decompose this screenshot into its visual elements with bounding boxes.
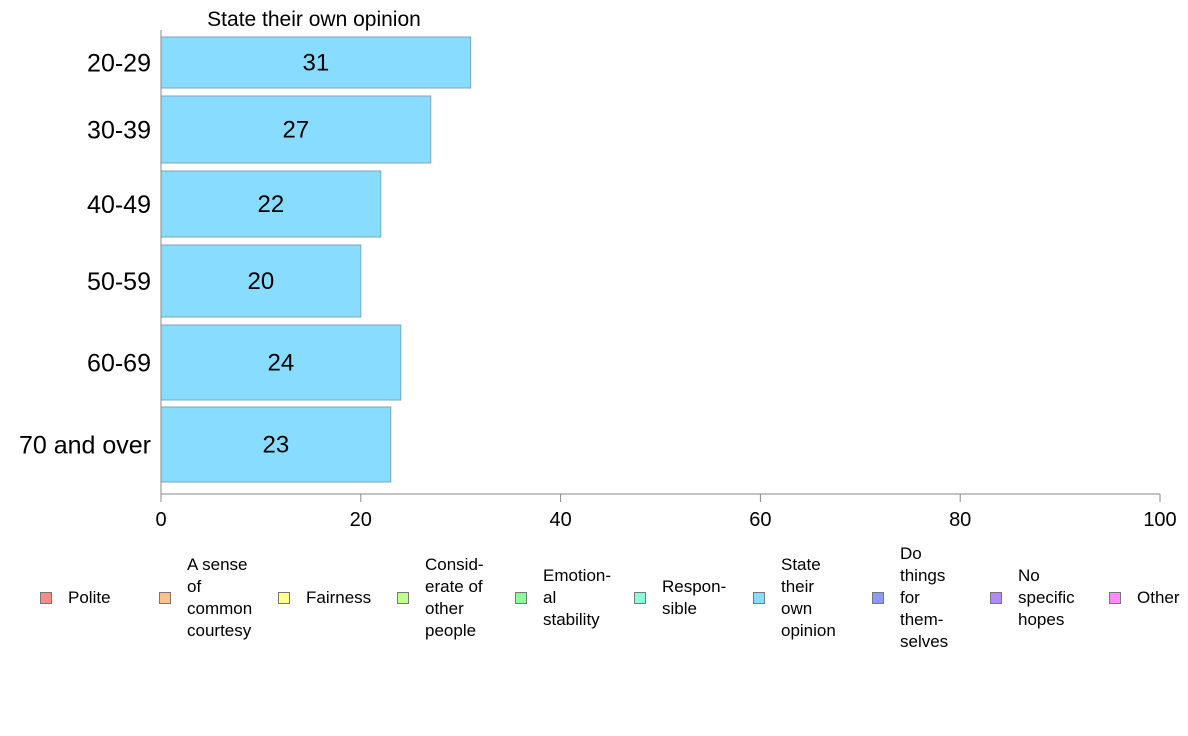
legend-label: A sense of common courtesy — [187, 555, 253, 640]
legend-item: No specific hopes — [990, 565, 1075, 631]
legend-label: Consid- erate of other people — [425, 555, 484, 640]
x-tick-label: 100 — [1143, 509, 1176, 531]
legend-label: State their own opinion — [781, 555, 836, 640]
category-label: 40-49 — [87, 191, 151, 219]
bar-40-49 — [160, 170, 382, 238]
x-tick-label: 80 — [949, 509, 971, 531]
category-label: 50-59 — [87, 268, 151, 296]
data-label: 24 — [268, 350, 295, 377]
legend-item: Do things for them- selves — [872, 543, 948, 653]
legend-item: Emotion- al stability — [515, 565, 611, 631]
legend-swatch — [634, 592, 646, 604]
category-label: 30-39 — [87, 117, 151, 145]
legend-item: A sense of common courtesy — [159, 554, 252, 642]
legend-swatch — [397, 592, 409, 604]
chart-title: State their own opinion — [207, 8, 421, 31]
category-label: 70 and over — [19, 432, 151, 460]
data-label: 27 — [283, 117, 310, 144]
bar-50-59 — [160, 244, 362, 318]
data-label: 31 — [302, 50, 329, 77]
x-tick-label: 20 — [350, 509, 372, 531]
legend-label: Fairness — [306, 588, 372, 607]
legend-item: State their own opinion — [753, 554, 836, 642]
data-label: 22 — [258, 191, 285, 218]
legend-item: Other — [1109, 587, 1180, 609]
legend-swatch — [515, 592, 527, 604]
data-label: 20 — [248, 268, 275, 295]
legend-item: Fairness — [278, 587, 371, 609]
legend-swatch — [159, 592, 171, 604]
legend-item: Consid- erate of other people — [397, 554, 484, 642]
legend-label: Polite — [68, 588, 111, 607]
bar-chart: State their own opinion 31 20-29 27 30-39 22… — [19, 8, 1177, 531]
legend-swatch — [1109, 592, 1121, 604]
category-label: 20-29 — [87, 50, 151, 78]
legend-swatch — [278, 592, 290, 604]
category-label: 60-69 — [87, 350, 151, 378]
legend: Polite A sense of common courtesy Fairness… — [0, 540, 1188, 660]
legend-swatch — [753, 592, 765, 604]
x-tick-label: 0 — [155, 509, 166, 531]
data-label: 23 — [263, 432, 290, 459]
legend-label: Respon- sible — [662, 577, 727, 618]
bar-70-and-over — [160, 406, 392, 483]
legend-item: Respon- sible — [634, 576, 726, 620]
legend-label: Emotion- al stability — [543, 566, 612, 629]
bar-30-39 — [160, 95, 432, 164]
legend-label: Other — [1137, 588, 1180, 607]
bar-60-69 — [160, 324, 402, 401]
bar-20-29 — [160, 36, 472, 89]
legend-swatch — [40, 592, 52, 604]
legend-label: No specific hopes — [1018, 566, 1075, 629]
x-tick-label: 40 — [549, 509, 571, 531]
legend-item: Polite — [40, 587, 111, 609]
legend-swatch — [990, 592, 1002, 604]
x-tick-label: 60 — [749, 509, 771, 531]
legend-swatch — [872, 592, 884, 604]
legend-label: Do things for them- selves — [900, 544, 949, 651]
